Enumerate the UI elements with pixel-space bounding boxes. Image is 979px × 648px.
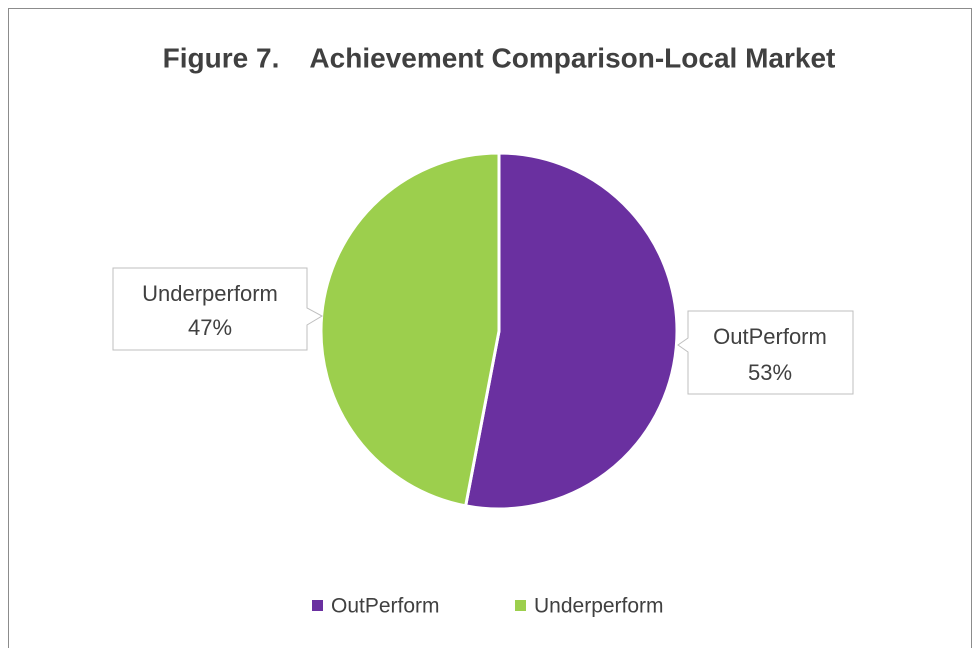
legend-label: Underperform: [534, 595, 664, 618]
legend-swatch: [515, 600, 526, 611]
data-label-name: Underperform: [142, 281, 278, 306]
data-label-value: 53%: [748, 360, 792, 385]
pie-slice: [319, 151, 501, 508]
data-label-value: 47%: [188, 315, 232, 340]
data-label-box: [677, 310, 854, 395]
pie-slice: [463, 151, 679, 511]
chart-title: Figure 7. Achievement Comparison-Local M…: [163, 42, 836, 73]
data-label-name: OutPerform: [713, 324, 827, 349]
legend-swatch: [312, 600, 323, 611]
legend-label: OutPerform: [331, 595, 440, 618]
data-label-box: [112, 267, 324, 351]
